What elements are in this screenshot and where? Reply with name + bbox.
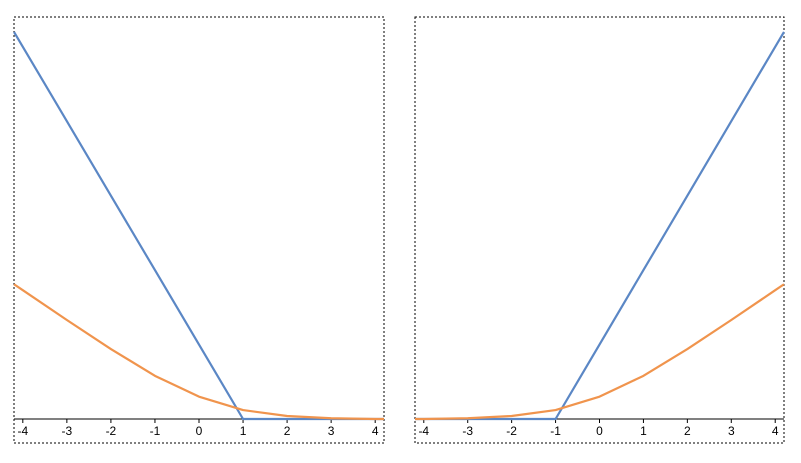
x-tick-label: -3	[462, 424, 473, 438]
x-tick-label: 1	[240, 424, 247, 438]
panel-frame	[13, 16, 385, 444]
line	[415, 283, 785, 421]
x-tick-label: -1	[150, 424, 161, 438]
x-tick-label: 3	[728, 424, 735, 438]
x-tick-label: 4	[772, 424, 779, 438]
line	[13, 283, 384, 421]
x-tick-label: -2	[106, 424, 117, 438]
line	[13, 31, 384, 421]
x-tick-label: -4	[418, 424, 429, 438]
x-tick-label: 1	[640, 424, 647, 438]
x-tick-label: -2	[506, 424, 517, 438]
x-tick-label: 0	[196, 424, 203, 438]
panel-frame	[414, 16, 785, 444]
x-tick-label: -4	[17, 424, 28, 438]
x-tick-label: -1	[550, 424, 561, 438]
x-tick-label: 4	[372, 424, 379, 438]
x-tick-label: 2	[684, 424, 691, 438]
x-tick-label: 0	[596, 424, 603, 438]
line	[415, 31, 785, 421]
x-tick-label: 2	[284, 424, 291, 438]
x-tick-label: 3	[328, 424, 335, 438]
x-tick-label: -3	[62, 424, 73, 438]
